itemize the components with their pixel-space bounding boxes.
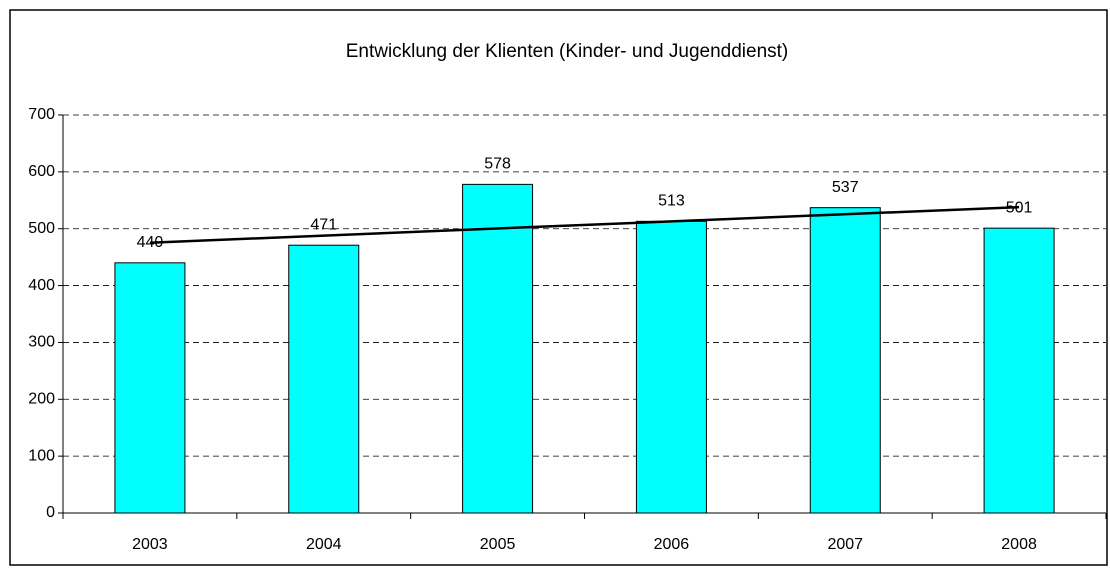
- y-tick-label: 200: [28, 391, 55, 408]
- data-label: 537: [832, 179, 859, 196]
- data-label: 513: [658, 193, 685, 210]
- y-tick-label: 100: [28, 447, 55, 464]
- trendline: [149, 205, 1020, 244]
- y-tick-label: 0: [46, 504, 55, 521]
- chart-border: [9, 9, 1108, 566]
- data-label: 501: [1006, 199, 1033, 216]
- bar: [288, 244, 360, 514]
- x-tick-label: 2005: [480, 536, 516, 553]
- bar: [462, 183, 534, 514]
- data-label: 471: [310, 216, 337, 233]
- y-tick-label: 300: [28, 334, 55, 351]
- x-tick-label: 2007: [827, 536, 863, 553]
- y-tick-label: 500: [28, 220, 55, 237]
- data-label: 440: [137, 234, 164, 251]
- data-label: 578: [484, 156, 511, 173]
- bar: [114, 262, 186, 514]
- y-tick-label: 400: [28, 277, 55, 294]
- y-tick-label: 700: [28, 106, 55, 123]
- x-tick-label: 2003: [132, 536, 168, 553]
- x-tick-label: 2006: [654, 536, 690, 553]
- bar: [809, 207, 881, 514]
- bar: [635, 220, 707, 514]
- x-tick-label: 2004: [306, 536, 342, 553]
- y-tick-label: 600: [28, 163, 55, 180]
- x-tick-label: 2008: [1001, 536, 1037, 553]
- chart-title: Entwicklung der Klienten (Kinder- und Ju…: [346, 41, 789, 62]
- bar: [983, 227, 1055, 514]
